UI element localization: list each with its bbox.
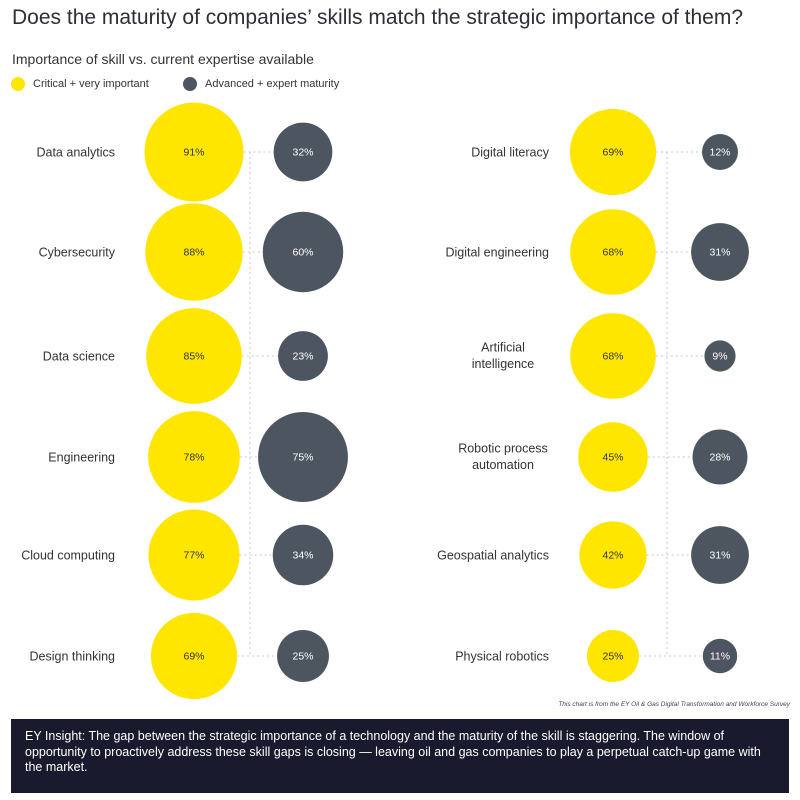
maturity-value-data-analytics: 32%: [292, 147, 313, 159]
importance-bubble-cloud-computing: [148, 509, 240, 601]
importance-bubble-geospatial-analytics: [579, 521, 647, 589]
importance-value-physical-robotics: 25%: [602, 651, 623, 663]
importance-bubble-artificial-intelligence: [570, 313, 656, 399]
importance-value-robotic-process-automation: 45%: [602, 452, 623, 464]
maturity-bubble-design-thinking: [277, 630, 329, 682]
skill-label-engineering: Engineering: [48, 450, 115, 464]
maturity-value-data-science: 23%: [292, 351, 313, 363]
insight-box: EY Insight: The gap between the strategi…: [11, 719, 789, 793]
maturity-bubble-cybersecurity: [262, 211, 344, 293]
maturity-value-cybersecurity: 60%: [292, 247, 313, 259]
importance-bubble-digital-literacy: [569, 108, 657, 196]
maturity-bubble-cloud-computing: [272, 524, 334, 586]
skill-label-digital-literacy: Digital literacy: [471, 145, 550, 159]
importance-bubble-physical-robotics: [587, 630, 639, 682]
maturity-value-physical-robotics: 11%: [710, 651, 730, 663]
importance-bubble-cybersecurity: [145, 203, 243, 301]
maturity-bubble-artificial-intelligence: [704, 340, 736, 372]
maturity-value-engineering: 75%: [292, 452, 313, 464]
importance-bubble-robotic-process-automation: [578, 422, 648, 492]
source-note: This chart is from the EY Oil & Gas Digi…: [558, 701, 790, 708]
importance-value-geospatial-analytics: 42%: [602, 550, 623, 562]
importance-value-design-thinking: 69%: [183, 651, 204, 663]
importance-value-data-science: 85%: [183, 351, 204, 363]
skill-label-geospatial-analytics: Geospatial analytics: [437, 548, 549, 562]
importance-value-digital-engineering: 68%: [602, 247, 623, 259]
importance-value-artificial-intelligence: 68%: [602, 351, 623, 363]
legend-importance-swatch: [11, 77, 25, 91]
chart-title: Does the maturity of companies’ skills m…: [12, 6, 744, 29]
importance-bubble-digital-engineering: [570, 209, 656, 295]
importance-bubble-engineering: [148, 411, 240, 503]
importance-value-data-analytics: 91%: [183, 147, 204, 159]
insight-text: EY Insight: The gap between the strategi…: [25, 729, 761, 774]
maturity-value-robotic-process-automation: 28%: [709, 452, 730, 464]
maturity-bubble-physical-robotics: [702, 638, 738, 674]
maturity-bubble-engineering: [258, 412, 348, 502]
legend-maturity: Advanced + expert maturity: [183, 76, 339, 92]
importance-value-engineering: 78%: [183, 452, 204, 464]
skill-label-cloud-computing: Cloud computing: [21, 548, 115, 562]
skill-label-data-analytics: Data analytics: [36, 145, 115, 159]
maturity-value-design-thinking: 25%: [292, 651, 313, 663]
skill-label-artificial-intelligence: Artificial intelligence: [472, 341, 535, 371]
skill-label-cybersecurity: Cybersecurity: [39, 245, 116, 259]
importance-bubble-data-science: [146, 308, 242, 404]
maturity-value-cloud-computing: 34%: [292, 550, 313, 562]
maturity-bubble-digital-literacy: [702, 134, 738, 170]
maturity-value-digital-engineering: 31%: [709, 247, 730, 259]
importance-value-digital-literacy: 69%: [602, 147, 623, 159]
maturity-bubble-robotic-process-automation: [692, 429, 748, 485]
importance-bubble-design-thinking: [150, 612, 238, 700]
legend-importance: Critical + very important: [11, 76, 149, 92]
importance-bubble-data-analytics: [144, 102, 244, 202]
legend-importance-label: Critical + very important: [33, 78, 149, 90]
importance-value-cloud-computing: 77%: [183, 550, 204, 562]
skill-label-design-thinking: Design thinking: [30, 649, 116, 663]
skill-label-data-science: Data science: [43, 349, 115, 363]
legend-maturity-swatch: [183, 77, 197, 91]
bubble-chart: Data analytics 91% 32% Cybersecurity 88% 60% D…: [21, 102, 749, 700]
maturity-value-artificial-intelligence: 9%: [712, 351, 727, 363]
maturity-bubble-geospatial-analytics: [691, 526, 749, 584]
maturity-value-geospatial-analytics: 31%: [709, 550, 730, 562]
skill-label-physical-robotics: Physical robotics: [455, 649, 549, 663]
maturity-bubble-digital-engineering: [691, 223, 749, 281]
chart-subtitle: Importance of skill vs. current expertis…: [12, 51, 314, 67]
legend-maturity-label: Advanced + expert maturity: [205, 78, 340, 90]
skill-label-digital-engineering: Digital engineering: [445, 245, 549, 259]
skill-label-robotic-process-automation: Robotic process automation: [458, 442, 548, 472]
importance-value-cybersecurity: 88%: [183, 247, 204, 259]
maturity-bubble-data-analytics: [273, 122, 333, 182]
maturity-value-digital-literacy: 12%: [709, 147, 730, 159]
maturity-bubble-data-science: [278, 331, 328, 381]
